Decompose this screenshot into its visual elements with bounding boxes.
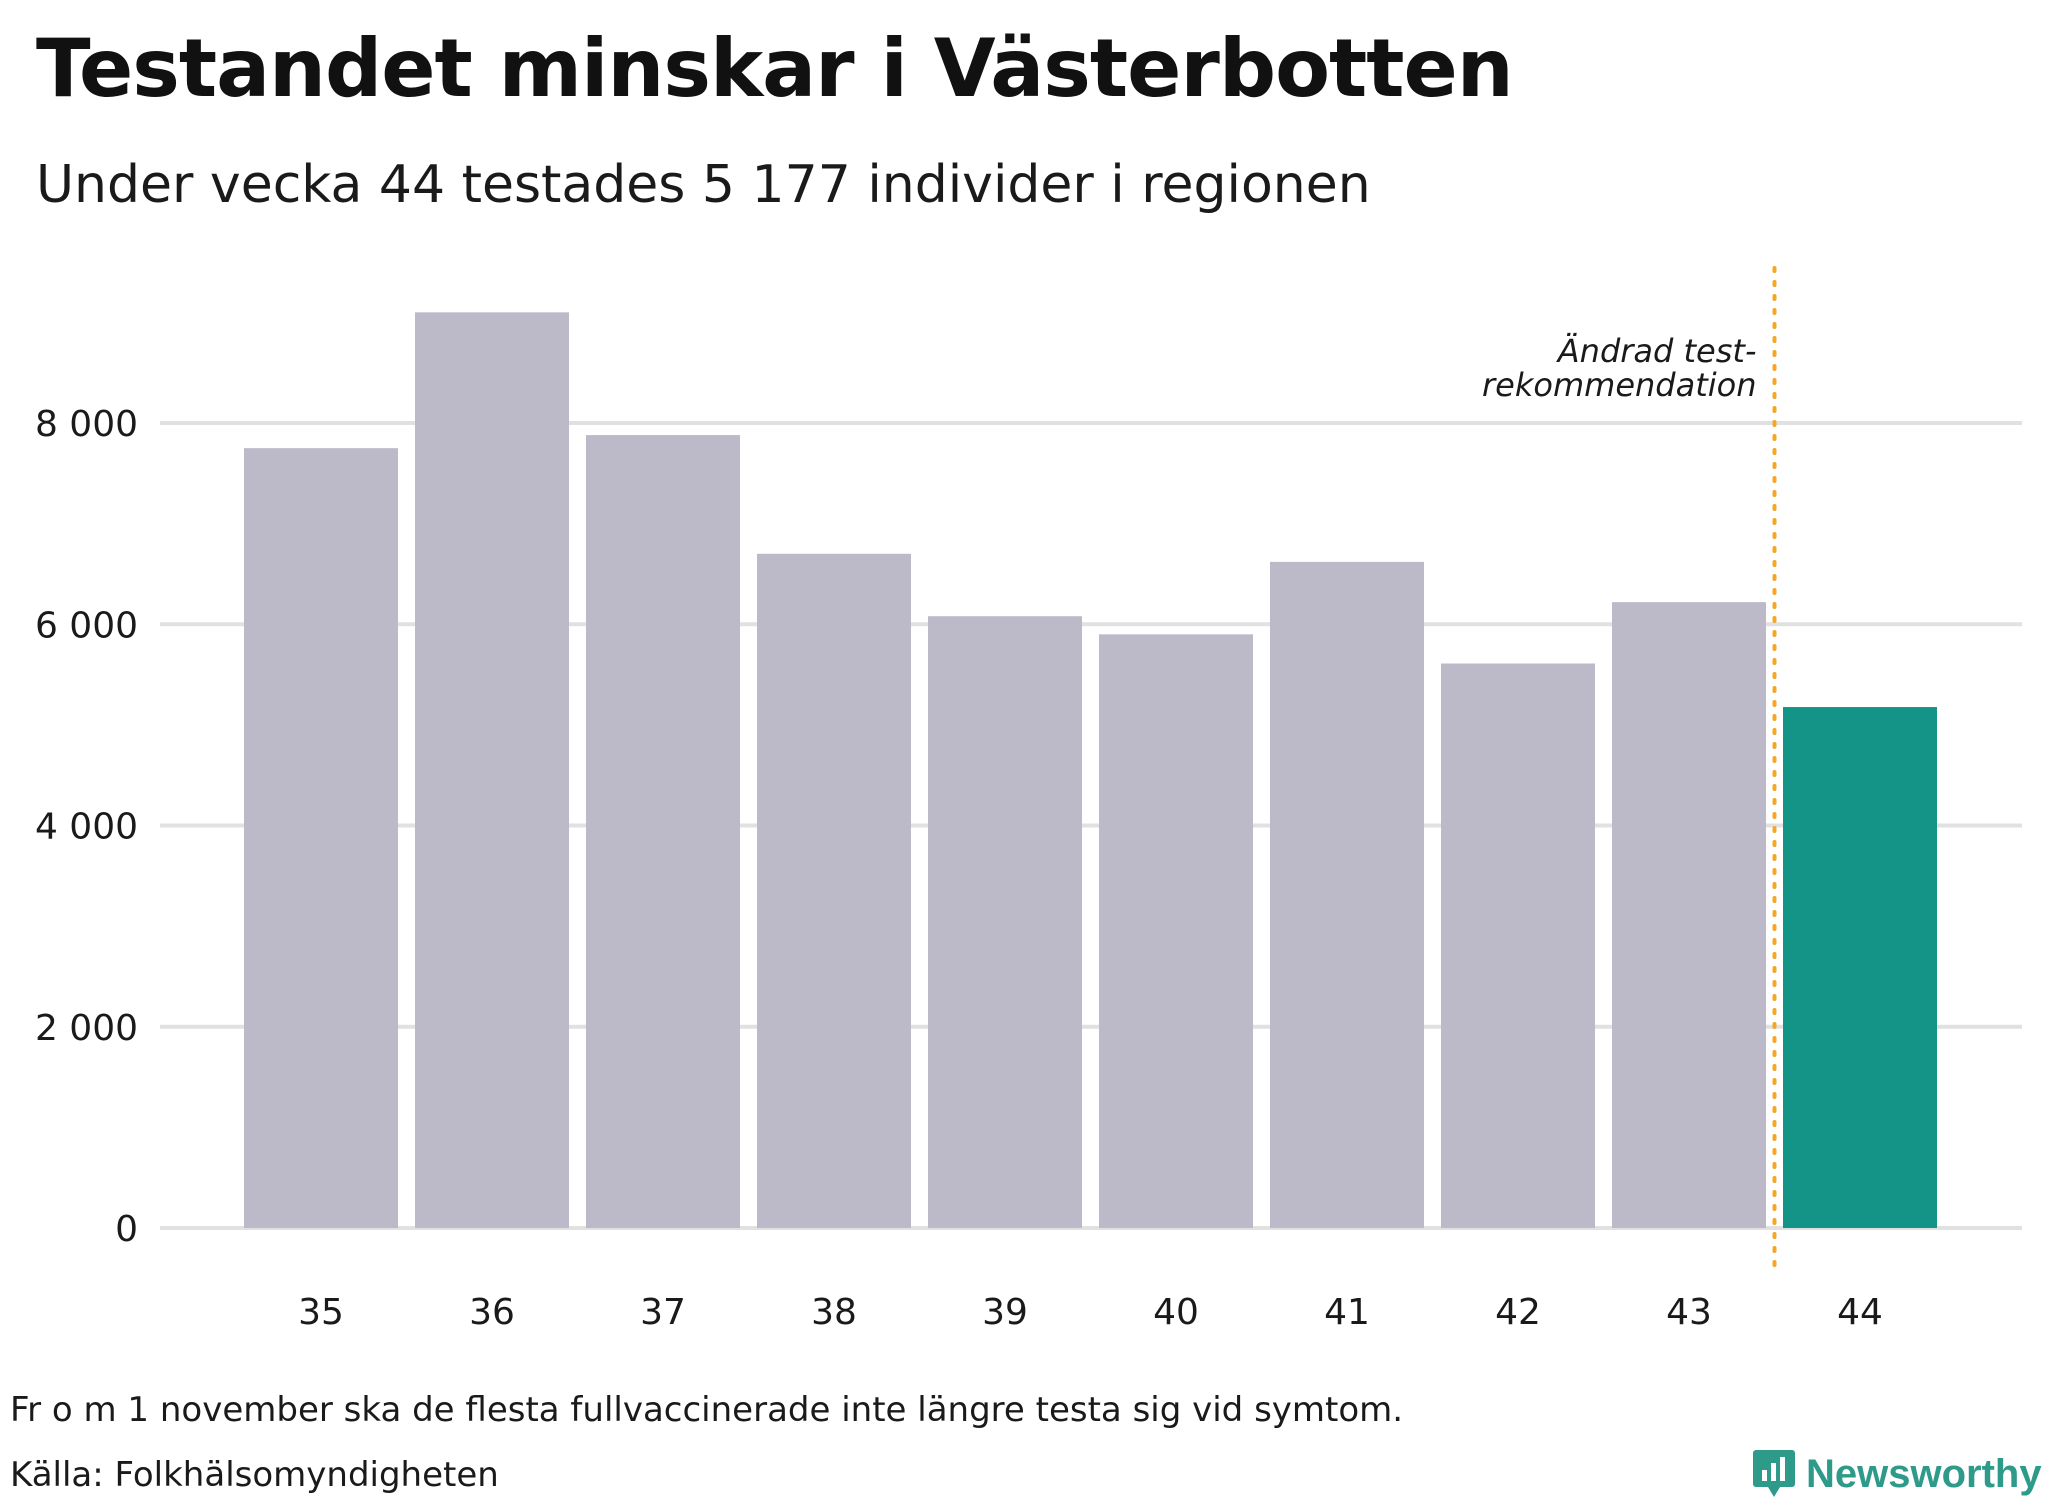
annotation-layer: Ändrad test-rekommendation: [1482, 266, 1777, 1277]
x-tick-label: 35: [298, 1292, 344, 1333]
y-tick-label: 4 000: [35, 807, 138, 848]
x-tick-label: 43: [1666, 1292, 1712, 1333]
x-tick-label: 42: [1495, 1292, 1541, 1333]
x-axis: 35 36 37 38 39 40 41 42 43 44: [298, 1292, 1883, 1333]
x-tick-label: 40: [1153, 1292, 1199, 1333]
bar-layer: [244, 312, 1937, 1228]
x-tick-label: 39: [982, 1292, 1028, 1333]
chart-title: Testandet minskar i Västerbotten: [36, 22, 1514, 115]
bar-week-38: [757, 553, 911, 1228]
y-tick-label: 2 000: [35, 1008, 138, 1049]
bar-week-36: [415, 312, 569, 1228]
annotation-label-line1: Ändrad test-: [1556, 332, 1757, 370]
x-tick-label: 37: [640, 1292, 686, 1333]
y-tick-label: 6 000: [35, 605, 138, 646]
bar-week-44: [1783, 707, 1937, 1228]
bar-week-42: [1441, 663, 1595, 1228]
bar-week-43: [1612, 602, 1766, 1228]
bar-week-40: [1099, 634, 1253, 1228]
bar-week-39: [928, 616, 1082, 1228]
bar-week-37: [586, 435, 740, 1228]
y-tick-label: 8 000: [35, 404, 138, 445]
x-tick-label: 41: [1324, 1292, 1370, 1333]
newsworthy-logo-icon: [1753, 1450, 1795, 1497]
annotation-label-line2: rekommendation: [1482, 366, 1756, 404]
source-credit: Källa: Folkhälsomyndigheten: [10, 1455, 499, 1495]
x-tick-label: 36: [469, 1292, 515, 1333]
bar-week-41: [1270, 561, 1424, 1228]
brand-logo: Newsworthy: [1752, 1448, 2042, 1500]
bar-week-35: [244, 448, 398, 1228]
footnote: Fr o m 1 november ska de flesta fullvacc…: [10, 1390, 1404, 1430]
y-tick-label: 0: [115, 1209, 138, 1250]
chart-subtitle: Under vecka 44 testades 5 177 individer …: [36, 155, 1371, 215]
x-tick-label: 44: [1837, 1292, 1883, 1333]
x-tick-label: 38: [811, 1292, 857, 1333]
y-axis: 0 2 000 4 000 6 000 8 000: [35, 404, 138, 1250]
brand-name: Newsworthy: [1806, 1451, 2042, 1496]
bar-chart: Ändrad test-rekommendation 35 36 37 38 39 40 4…: [35, 266, 2022, 1333]
